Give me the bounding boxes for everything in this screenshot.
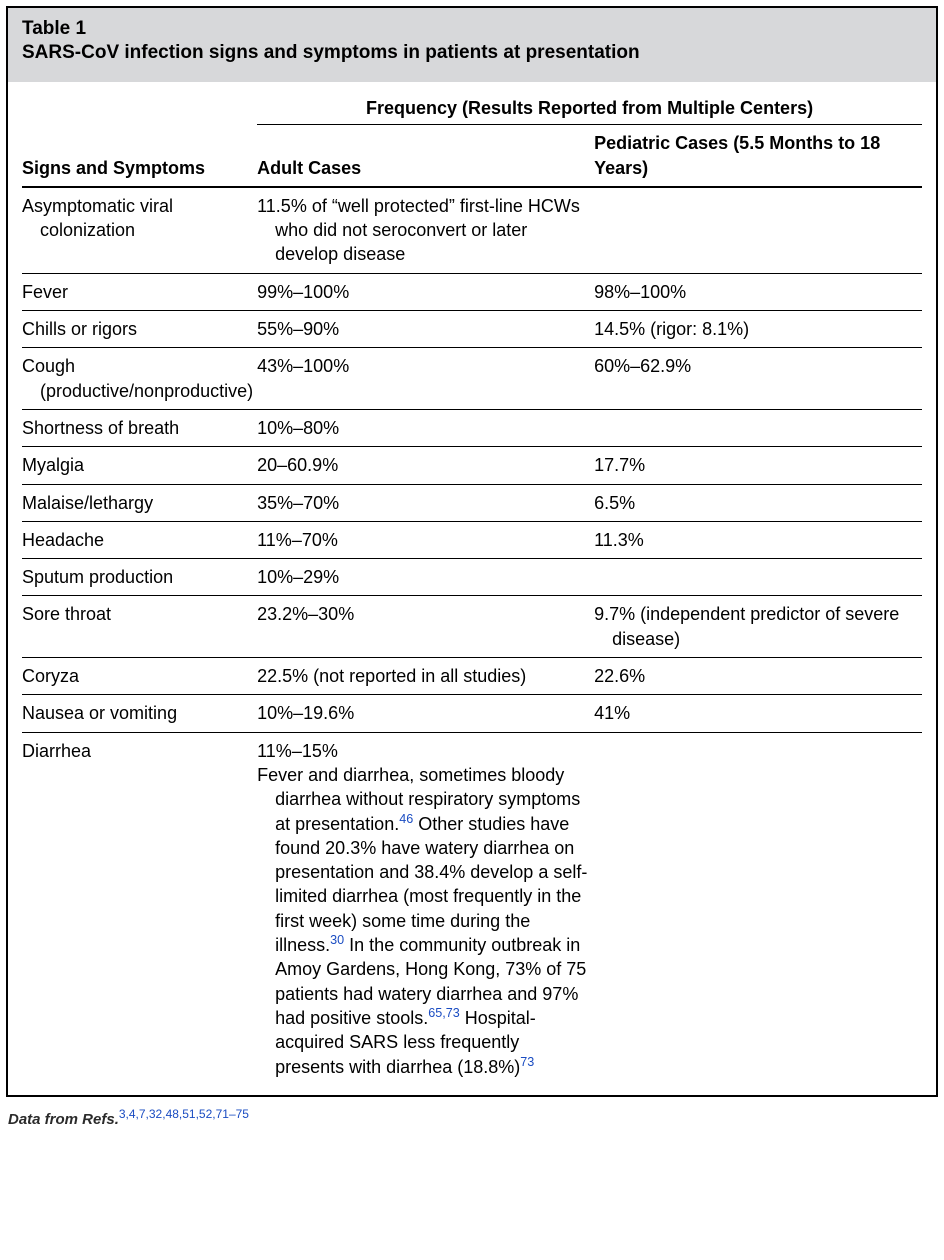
table-container: Table 1 SARS-CoV infection signs and sym… [6,6,938,1097]
cell-pediatric: 22.6% [594,658,922,695]
cell-sign: Nausea or vomiting [22,695,257,732]
col-header-adult: Adult Cases [257,125,594,187]
table-row: Shortness of breath10%–80% [22,409,922,446]
cell-sign: Sputum production [22,559,257,596]
cell-adult: 20–60.9% [257,447,594,484]
page-root: Table 1 SARS-CoV infection signs and sym… [0,6,944,1128]
table-row: Sore throat23.2%–30%9.7% (independent pr… [22,596,922,658]
table-row: Asymptomatic viral colonization11.5% of … [22,187,922,273]
table-column-header-row: Signs and Symptoms Adult Cases Pediatric… [22,125,922,187]
cell-pediatric [594,187,922,273]
table-row: Fever99%–100%98%–100% [22,273,922,310]
cell-sign: Diarrhea [22,732,257,1085]
cell-sign: Malaise/lethargy [22,484,257,521]
table-title: SARS-CoV infection signs and symptoms in… [22,42,922,64]
table-row: Chills or rigors55%–90%14.5% (rigor: 8.1… [22,311,922,348]
cell-sign: Sore throat [22,596,257,658]
cell-sign: Myalgia [22,447,257,484]
cell-adult: 11%–70% [257,521,594,558]
cell-pediatric [594,732,922,1085]
cell-pediatric: 14.5% (rigor: 8.1%) [594,311,922,348]
table-super-header-row: Frequency (Results Reported from Multipl… [22,82,922,125]
cell-adult: 10%–29% [257,559,594,596]
table-row: Sputum production10%–29% [22,559,922,596]
cell-adult: 35%–70% [257,484,594,521]
cell-sign: Asymptomatic viral colonization [22,187,257,273]
cell-pediatric: 9.7% (independent predictor of severe di… [594,596,922,658]
col-header-pediatric: Pediatric Cases (5.5 Months to 18 Years) [594,125,922,187]
cell-adult: 10%–80% [257,409,594,446]
cell-pediatric [594,409,922,446]
cell-pediatric: 6.5% [594,484,922,521]
cell-adult: 11%–15%Fever and diarrhea, sometimes blo… [257,732,594,1085]
table-body: Frequency (Results Reported from Multipl… [8,82,936,1095]
cell-sign: Chills or rigors [22,311,257,348]
symptoms-table: Frequency (Results Reported from Multipl… [22,82,922,1085]
table-row: Headache11%–70%11.3% [22,521,922,558]
cell-pediatric: 11.3% [594,521,922,558]
col-header-signs: Signs and Symptoms [22,125,257,187]
footer-prefix: Data from Refs. [8,1111,119,1128]
footer-ref-numbers: 3,4,7,32,48,51,52,71–75 [119,1107,249,1121]
super-header-empty [22,82,257,125]
table-row: Myalgia20–60.9%17.7% [22,447,922,484]
cell-adult: 23.2%–30% [257,596,594,658]
table-header: Table 1 SARS-CoV infection signs and sym… [8,8,936,82]
cell-sign: Fever [22,273,257,310]
table-number: Table 1 [22,18,922,40]
super-header-frequency: Frequency (Results Reported from Multipl… [257,82,922,125]
cell-pediatric: 41% [594,695,922,732]
cell-sign: Shortness of breath [22,409,257,446]
cell-sign: Coryza [22,658,257,695]
footer-refs: Data from Refs.3,4,7,32,48,51,52,71–75 [0,1103,944,1128]
cell-pediatric: 60%–62.9% [594,348,922,410]
table-row: Malaise/lethargy35%–70%6.5% [22,484,922,521]
cell-pediatric: 17.7% [594,447,922,484]
cell-adult: 99%–100% [257,273,594,310]
table-row: Coryza22.5% (not reported in all studies… [22,658,922,695]
cell-adult: 55%–90% [257,311,594,348]
table-row: Diarrhea11%–15%Fever and diarrhea, somet… [22,732,922,1085]
table-row: Cough (productive/nonproductive)43%–100%… [22,348,922,410]
cell-sign: Headache [22,521,257,558]
cell-pediatric [594,559,922,596]
cell-pediatric: 98%–100% [594,273,922,310]
cell-adult: 10%–19.6% [257,695,594,732]
cell-adult: 22.5% (not reported in all studies) [257,658,594,695]
cell-adult: 11.5% of “well protected” first-line HCW… [257,187,594,273]
cell-adult: 43%–100% [257,348,594,410]
table-rows: Asymptomatic viral colonization11.5% of … [22,187,922,1085]
table-row: Nausea or vomiting10%–19.6%41% [22,695,922,732]
cell-sign: Cough (productive/nonproductive) [22,348,257,410]
